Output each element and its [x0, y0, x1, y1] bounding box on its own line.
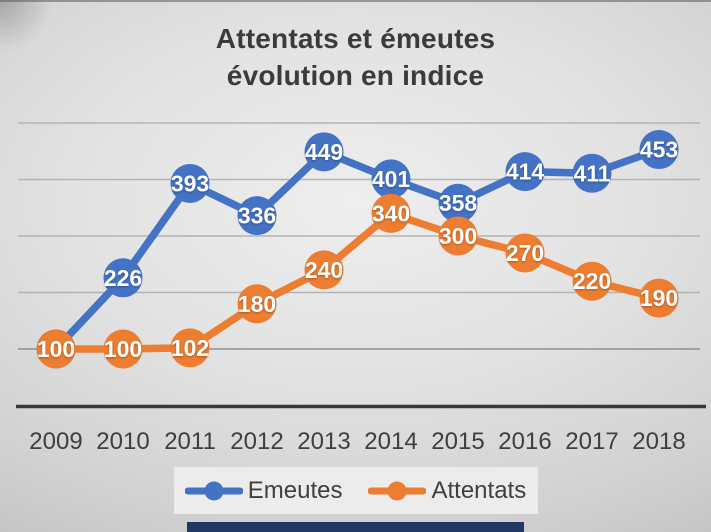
data-label-attentats-2017: 220 [573, 268, 611, 294]
data-point-emeutes-2017[interactable] [572, 153, 612, 193]
data-label-emeutes-2014: 401 [372, 166, 411, 192]
legend-label-emeutes: Emeutes [247, 476, 343, 504]
data-point-emeutes-2013[interactable] [304, 132, 344, 172]
data-point-emeutes-2018[interactable] [639, 130, 679, 170]
data-label-attentats-2014: 340 [372, 200, 410, 226]
data-point-attentats-2014[interactable] [371, 193, 411, 233]
data-point-emeutes-2016[interactable] [505, 152, 545, 192]
legend-item-emeutes[interactable]: Emeutes [184, 476, 343, 505]
data-point-emeutes-2015[interactable] [438, 183, 478, 223]
data-label-emeutes-2010: 226 [104, 265, 142, 291]
data-point-emeutes-2014[interactable] [371, 159, 411, 199]
x-axis-label: 2009 [29, 428, 82, 455]
data-label-attentats-2013: 240 [305, 257, 343, 283]
x-axis-label: 2018 [632, 428, 685, 455]
data-point-attentats-2018[interactable] [639, 278, 679, 318]
data-label-attentats-2010: 100 [104, 336, 142, 362]
data-label-emeutes-2018: 453 [640, 137, 678, 163]
x-axis-label: 2017 [565, 428, 618, 455]
data-point-attentats-2013[interactable] [304, 250, 344, 290]
data-point-attentats-2015[interactable] [438, 216, 478, 256]
data-point-emeutes-2011[interactable] [170, 163, 210, 203]
data-label-attentats-2018: 190 [640, 285, 678, 311]
data-label-attentats-2011: 102 [171, 335, 209, 361]
x-axis-label: 2013 [297, 428, 350, 455]
legend-marker-attentats-icon [367, 481, 427, 501]
chart-title: Attentats et émeutes évolution en indice [0, 20, 711, 94]
x-axis-label: 2015 [431, 428, 484, 455]
plot-area: 2009 2010 2011 2012 2013 2014 2015 2016 2017 2018… [16, 122, 706, 455]
data-label-attentats-2016: 270 [506, 240, 544, 266]
data-label-emeutes-2016: 414 [506, 159, 545, 185]
chart-legend: Emeutes Attentats [173, 467, 538, 514]
data-point-attentats-2016[interactable] [505, 233, 545, 273]
data-label-emeutes-2013: 449 [305, 139, 343, 165]
data-label-emeutes-2011: 393 [171, 170, 209, 196]
x-axis-label: 2012 [230, 428, 283, 455]
chart-title-line-2: évolution en indice [226, 60, 485, 91]
series-line-attentats [52, 209, 663, 353]
legend-label-attentats: Attentats [431, 476, 527, 504]
data-point-attentats-2010[interactable] [103, 329, 143, 369]
data-label-emeutes-2012: 336 [238, 203, 276, 229]
x-axis-label: 2011 [164, 428, 216, 455]
data-label-attentats-2015: 300 [439, 223, 477, 249]
data-label-emeutes-2017: 411 [573, 160, 610, 186]
chart-title-line-1: Attentats et émeutes [215, 23, 496, 54]
legend-marker-emeutes-icon [184, 481, 244, 501]
data-point-attentats-2012[interactable] [237, 284, 277, 324]
x-axis-label: 2010 [96, 428, 149, 455]
data-label-emeutes-2015: 358 [439, 190, 478, 216]
data-point-attentats-2009[interactable] [36, 329, 76, 369]
data-point-emeutes-2010[interactable] [103, 258, 143, 298]
window-top-edge [0, 0, 711, 2]
data-point-attentats-2017[interactable] [572, 261, 612, 301]
data-label-attentats-2009: 100 [37, 336, 75, 362]
bottom-accent-bar [187, 522, 524, 532]
data-label-attentats-2012: 180 [238, 291, 276, 317]
data-point-emeutes-2012[interactable] [237, 196, 277, 236]
x-axis-label: 2016 [498, 428, 551, 455]
data-point-attentats-2011[interactable] [170, 328, 210, 368]
legend-item-attentats[interactable]: Attentats [367, 476, 527, 505]
series-line-emeutes [52, 145, 663, 353]
x-axis-label: 2014 [364, 428, 417, 455]
